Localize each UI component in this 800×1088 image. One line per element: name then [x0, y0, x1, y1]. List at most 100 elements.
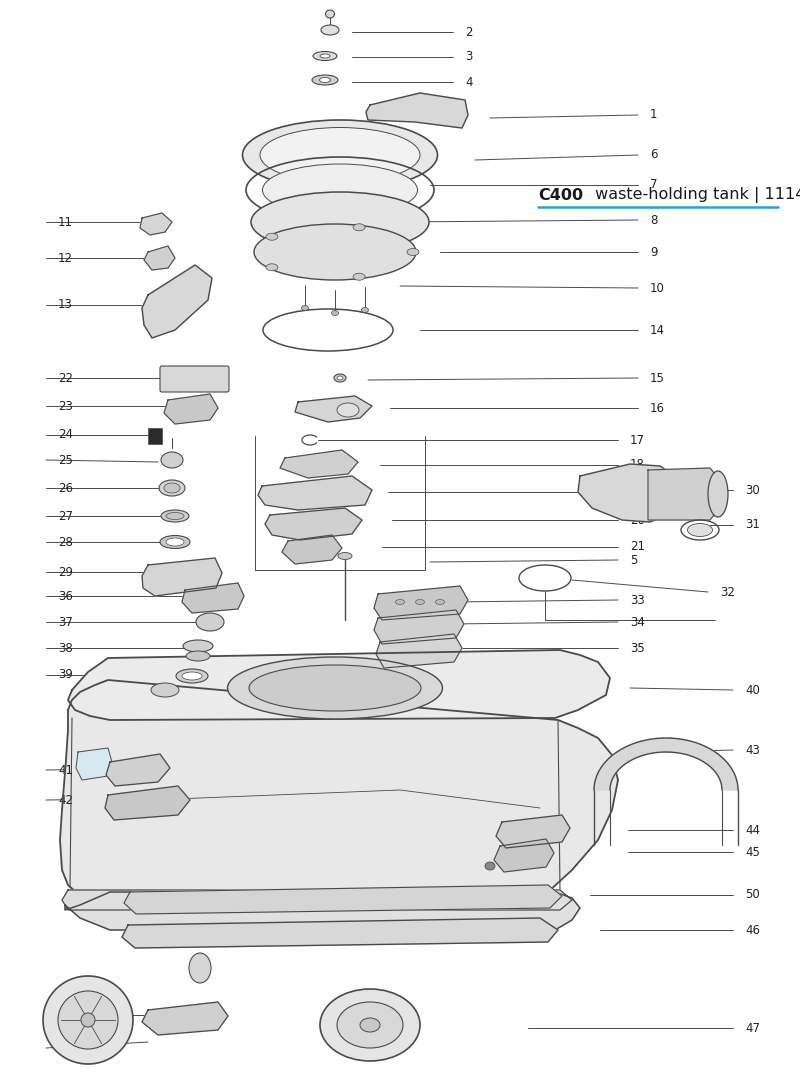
Polygon shape [496, 815, 570, 848]
Ellipse shape [151, 683, 179, 697]
Text: 49: 49 [58, 1009, 73, 1022]
Polygon shape [594, 738, 738, 790]
Polygon shape [374, 610, 464, 644]
Ellipse shape [186, 651, 210, 662]
Text: 26: 26 [58, 482, 73, 495]
Ellipse shape [159, 480, 185, 496]
Text: 45: 45 [745, 845, 760, 858]
Text: 43: 43 [745, 743, 760, 756]
Ellipse shape [319, 77, 330, 83]
Text: 29: 29 [58, 566, 73, 579]
Text: 4: 4 [465, 75, 473, 88]
Polygon shape [366, 92, 468, 128]
Text: 2: 2 [465, 25, 473, 38]
Text: 47: 47 [745, 1022, 760, 1035]
Ellipse shape [353, 224, 365, 231]
Text: 35: 35 [630, 642, 645, 655]
Text: 50: 50 [745, 889, 760, 902]
Ellipse shape [58, 991, 118, 1049]
Text: waste-holding tank | 1114: waste-holding tank | 1114 [590, 187, 800, 203]
Text: 9: 9 [650, 246, 658, 259]
Polygon shape [265, 508, 362, 540]
Polygon shape [124, 885, 562, 914]
Ellipse shape [687, 523, 713, 536]
Text: C400: C400 [538, 187, 583, 202]
Text: 1: 1 [650, 109, 658, 122]
Ellipse shape [362, 308, 369, 312]
Text: 18: 18 [630, 458, 645, 471]
Text: 11: 11 [58, 215, 73, 228]
Ellipse shape [337, 1002, 403, 1048]
Text: 33: 33 [630, 593, 645, 606]
Text: 37: 37 [58, 616, 73, 629]
Text: 28: 28 [58, 535, 73, 548]
Polygon shape [60, 680, 618, 897]
Polygon shape [140, 213, 172, 235]
Polygon shape [182, 583, 244, 613]
Polygon shape [105, 786, 190, 820]
Polygon shape [376, 634, 462, 668]
Text: 41: 41 [58, 764, 73, 777]
Text: 15: 15 [650, 371, 665, 384]
Ellipse shape [313, 51, 337, 61]
Text: 31: 31 [745, 519, 760, 532]
Ellipse shape [160, 535, 190, 548]
Polygon shape [374, 586, 468, 620]
Ellipse shape [275, 233, 395, 271]
Ellipse shape [320, 54, 330, 58]
Ellipse shape [166, 537, 184, 546]
Ellipse shape [334, 374, 346, 382]
Text: 8: 8 [650, 213, 658, 226]
Polygon shape [144, 246, 175, 270]
Ellipse shape [182, 672, 202, 680]
Polygon shape [578, 463, 682, 522]
Text: 20: 20 [630, 514, 645, 527]
Polygon shape [142, 558, 222, 596]
Polygon shape [295, 396, 372, 422]
Text: 5: 5 [630, 554, 638, 567]
Text: 12: 12 [58, 251, 73, 264]
Ellipse shape [254, 224, 416, 280]
Text: 22: 22 [58, 371, 73, 384]
Text: 36: 36 [58, 590, 73, 603]
Polygon shape [164, 394, 218, 424]
Text: 48: 48 [58, 1041, 73, 1054]
Polygon shape [280, 450, 358, 478]
Ellipse shape [166, 512, 184, 519]
Polygon shape [258, 477, 372, 510]
Ellipse shape [251, 191, 429, 252]
Text: 14: 14 [650, 323, 665, 336]
Ellipse shape [708, 471, 728, 517]
Ellipse shape [320, 989, 420, 1061]
Ellipse shape [395, 599, 405, 605]
Ellipse shape [266, 233, 278, 240]
Text: 40: 40 [745, 683, 760, 696]
Text: 46: 46 [745, 924, 760, 937]
Polygon shape [106, 754, 170, 786]
Bar [148, 428, 162, 444]
Polygon shape [142, 1002, 228, 1035]
Text: 39: 39 [58, 668, 73, 681]
Text: 7: 7 [650, 178, 658, 191]
Polygon shape [142, 265, 212, 338]
Ellipse shape [407, 248, 419, 256]
Ellipse shape [337, 403, 359, 417]
Text: 44: 44 [745, 824, 760, 837]
Polygon shape [68, 650, 610, 720]
Text: 16: 16 [650, 401, 665, 415]
Ellipse shape [242, 120, 438, 190]
Ellipse shape [302, 306, 309, 310]
Ellipse shape [262, 164, 418, 217]
Polygon shape [62, 890, 572, 910]
Text: 23: 23 [58, 399, 73, 412]
Ellipse shape [81, 1013, 95, 1027]
Ellipse shape [485, 862, 495, 870]
Text: 32: 32 [720, 585, 735, 598]
Ellipse shape [183, 640, 213, 652]
Ellipse shape [326, 10, 334, 18]
Ellipse shape [266, 263, 278, 271]
Ellipse shape [189, 953, 211, 982]
Polygon shape [65, 892, 580, 930]
Ellipse shape [415, 599, 425, 605]
Ellipse shape [435, 599, 445, 605]
